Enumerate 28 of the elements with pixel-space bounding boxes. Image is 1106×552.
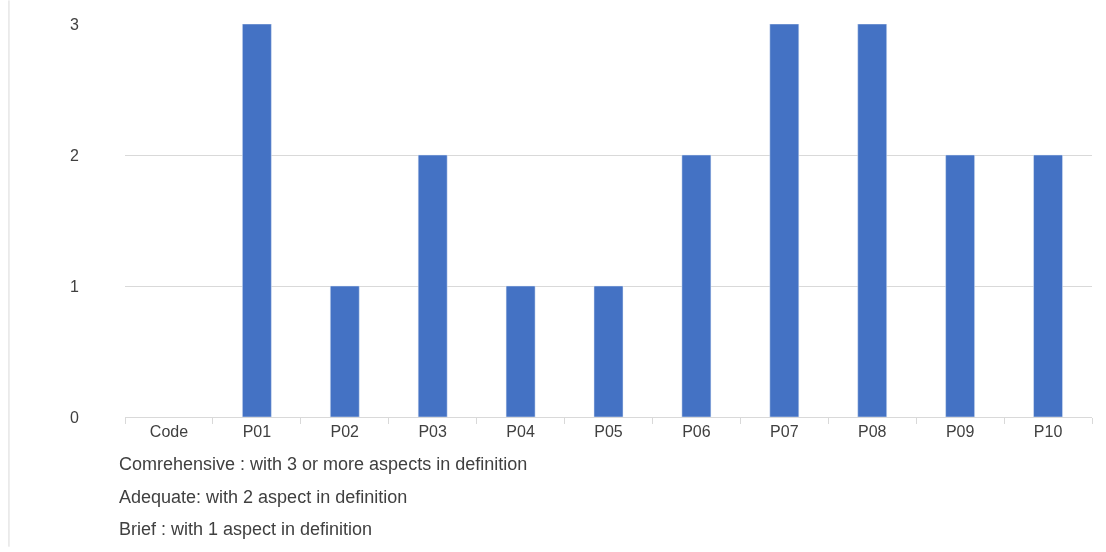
text: Comrehensive : with 3 or more aspects in definition bbox=[119, 454, 528, 474]
x-tick-label: Code bbox=[149, 423, 189, 441]
bar bbox=[1033, 154, 1063, 417]
bar bbox=[681, 154, 712, 417]
bar bbox=[769, 24, 800, 417]
y-tick-label: 0 bbox=[70, 408, 80, 426]
bar bbox=[417, 154, 448, 417]
x-tick-label: P08 bbox=[858, 423, 887, 441]
bar bbox=[945, 154, 975, 417]
text: Brief : with 1 aspect in definition bbox=[119, 519, 373, 539]
x-tick-label: P10 bbox=[1033, 423, 1063, 441]
x-tick-label: P05 bbox=[594, 423, 623, 441]
bar bbox=[857, 24, 887, 417]
x-tick-label: P06 bbox=[682, 423, 711, 441]
text: Adequate: with 2 aspect in definition bbox=[119, 487, 408, 507]
x-tick-label: P09 bbox=[945, 423, 975, 441]
y-tick-label: 2 bbox=[70, 146, 80, 164]
bar bbox=[593, 285, 624, 417]
y-tick-label: 3 bbox=[70, 15, 80, 33]
bar bbox=[242, 24, 272, 417]
y-tick-label: 1 bbox=[70, 277, 80, 295]
x-tick-label: P04 bbox=[506, 423, 535, 441]
bar bbox=[330, 285, 360, 417]
x-tick-label: P01 bbox=[242, 423, 272, 441]
x-tick-label: P02 bbox=[330, 423, 360, 441]
bar bbox=[505, 285, 536, 417]
x-tick-label: P07 bbox=[770, 423, 799, 441]
x-tick-label: P03 bbox=[418, 423, 448, 441]
